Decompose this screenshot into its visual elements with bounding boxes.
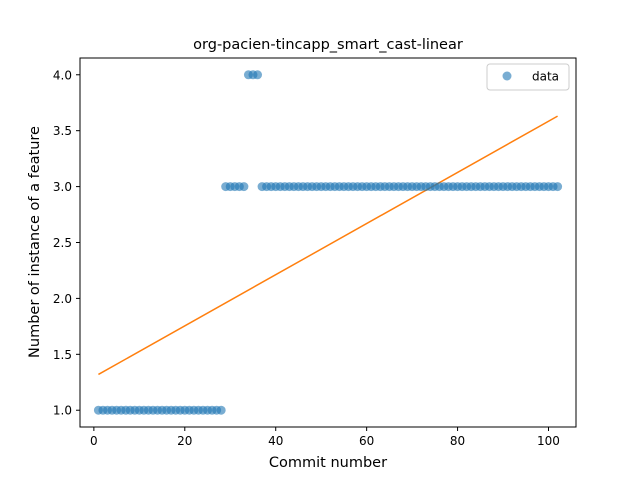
data-point <box>553 182 563 192</box>
x-tick-label: 20 <box>177 434 192 448</box>
y-tick-label: 3.0 <box>53 180 72 194</box>
y-tick-label: 2.5 <box>53 236 72 250</box>
x-axis-label: Commit number <box>269 455 387 471</box>
plot-area <box>79 57 577 428</box>
x-axis-ticks: 0 20 40 60 80 100 <box>90 427 560 448</box>
legend-marker-data <box>502 71 512 81</box>
y-tick-label: 1.0 <box>53 404 72 418</box>
x-tick-label: 0 <box>90 434 98 448</box>
y-axis-ticks: 1.0 1.5 2.0 2.5 3.0 3.5 4.0 <box>53 68 80 418</box>
x-tick-label: 40 <box>268 434 283 448</box>
chart-title: org-pacien-tincapp_smart_cast-linear <box>193 37 463 53</box>
fit-line-layer <box>98 115 558 376</box>
x-tick-label: 80 <box>450 434 465 448</box>
plot-background <box>80 58 576 427</box>
y-axis-label: Number of instance of a feature <box>27 126 43 358</box>
y-tick-label: 1.5 <box>53 348 72 362</box>
x-tick-label: 100 <box>537 434 560 448</box>
data-point <box>253 70 263 80</box>
x-tick-label: 60 <box>359 434 374 448</box>
legend-label-data: data <box>532 70 559 84</box>
legend: data <box>486 63 570 91</box>
data-points-layer <box>93 70 563 415</box>
data-point <box>216 405 226 415</box>
legend-box <box>486 63 570 91</box>
trend-line <box>98 115 558 376</box>
y-tick-label: 2.0 <box>53 292 72 306</box>
y-tick-label: 3.5 <box>53 124 72 138</box>
data-point <box>239 182 249 192</box>
y-tick-label: 4.0 <box>53 68 72 82</box>
